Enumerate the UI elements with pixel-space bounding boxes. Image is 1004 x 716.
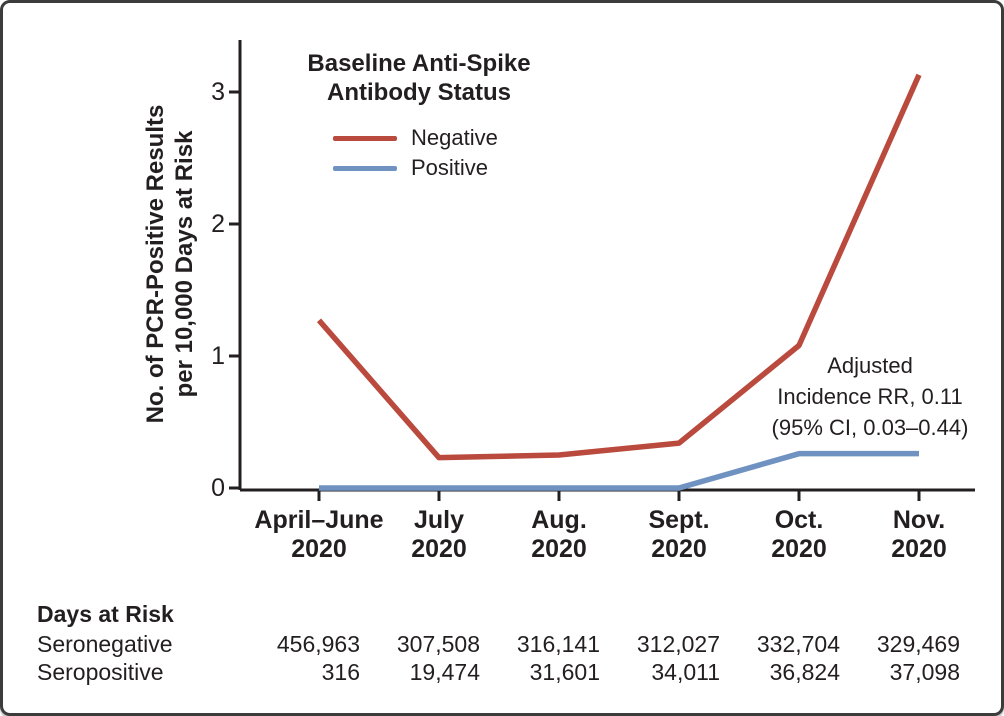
legend-label-positive: Positive bbox=[411, 155, 489, 180]
days-at-risk-cell-seropositive-1: 19,474 bbox=[409, 659, 480, 685]
table-title: Days at Risk bbox=[37, 601, 174, 627]
x-tick-label-4: Oct. 2020 bbox=[714, 506, 884, 564]
y-axis-title-line1: No. of PCR-Positive Results bbox=[142, 104, 169, 424]
legend: Baseline Anti-Spike Antibody Status Nega… bbox=[269, 49, 569, 183]
x-tick-label-line: Aug. bbox=[531, 506, 587, 534]
y-tick-label-1: 1 bbox=[211, 342, 225, 370]
x-tick-label-3: Sept. 2020 bbox=[594, 506, 764, 564]
x-tick-label-line: Sept. bbox=[648, 506, 710, 534]
legend-item-positive: Positive bbox=[333, 153, 569, 183]
x-tick-label-1: July 2020 bbox=[354, 506, 524, 564]
legend-title-line1: Baseline Anti-Spike bbox=[307, 50, 531, 77]
legend-title: Baseline Anti-Spike Antibody Status bbox=[269, 49, 569, 107]
x-tick-label-line: 2020 bbox=[531, 535, 587, 563]
x-tick-label-line: Nov. bbox=[892, 506, 946, 534]
y-tick-label-0: 0 bbox=[211, 474, 225, 502]
chart-plot bbox=[229, 40, 975, 501]
table-row-label-seronegative: Seronegative bbox=[37, 631, 173, 657]
x-tick-label-line: 2020 bbox=[291, 535, 347, 563]
x-tick-label-5: Nov. 2020 bbox=[834, 506, 1001, 564]
x-tick-label-0: April–June 2020 bbox=[234, 506, 404, 564]
days-at-risk-cell-seronegative-3: 312,027 bbox=[636, 631, 720, 657]
y-tick-label-2: 2 bbox=[211, 210, 225, 238]
series-line-negative bbox=[316, 73, 922, 461]
x-tick-label-line: 2020 bbox=[411, 535, 467, 563]
days-at-risk-cell-seropositive-3: 34,011 bbox=[651, 659, 720, 685]
y-tick-label-3: 3 bbox=[211, 78, 225, 106]
days-at-risk-cell-seropositive-2: 31,601 bbox=[529, 659, 600, 685]
x-tick-label-line: 2020 bbox=[771, 535, 827, 563]
x-tick-label-line: Oct. bbox=[774, 506, 824, 534]
rr-annotation: Adjusted Incidence RR, 0.11 (95% CI, 0.0… bbox=[748, 350, 992, 443]
days-at-risk-cell-seropositive-5: 37,098 bbox=[889, 659, 960, 685]
rr-annotation-line3: (95% CI, 0.03–0.44) bbox=[771, 415, 969, 440]
legend-title-line2: Antibody Status bbox=[327, 79, 511, 106]
x-tick-label-line: July bbox=[413, 506, 465, 534]
legend-item-negative: Negative bbox=[333, 123, 569, 153]
days-at-risk-cell-seronegative-0: 456,963 bbox=[276, 631, 360, 657]
table-row-label-seropositive: Seropositive bbox=[37, 659, 164, 685]
rr-annotation-line2: Incidence RR, 0.11 bbox=[777, 384, 963, 409]
days-at-risk-cell-seropositive-0: 316 bbox=[321, 659, 360, 685]
legend-label-negative: Negative bbox=[411, 125, 498, 150]
negative-line-swatch bbox=[333, 135, 397, 141]
series-line-positive bbox=[319, 450, 919, 491]
days-at-risk-cell-seronegative-4: 332,704 bbox=[756, 631, 840, 657]
days-at-risk-cell-seronegative-5: 329,469 bbox=[876, 631, 960, 657]
rr-annotation-line1: Adjusted bbox=[827, 353, 913, 378]
x-tick-label-line: April–June bbox=[254, 506, 384, 534]
x-tick-label-2: Aug. 2020 bbox=[474, 506, 644, 564]
days-at-risk-cell-seronegative-1: 307,508 bbox=[396, 631, 480, 657]
days-at-risk-cell-seropositive-4: 36,824 bbox=[769, 659, 840, 685]
x-tick-label-line: 2020 bbox=[651, 535, 707, 563]
positive-line-swatch bbox=[333, 165, 397, 171]
days-at-risk-cell-seronegative-2: 316,141 bbox=[516, 631, 600, 657]
x-tick-label-line: 2020 bbox=[891, 535, 947, 563]
